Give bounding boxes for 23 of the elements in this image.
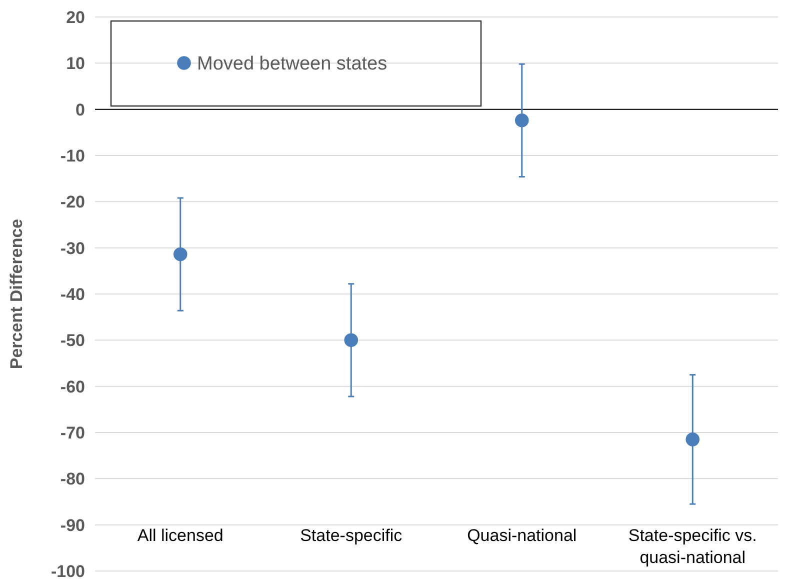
y-tick-label: -70	[60, 423, 85, 442]
y-tick-label: -80	[60, 470, 85, 489]
y-tick-label: -100	[50, 562, 85, 579]
y-tick-label: 10	[66, 54, 85, 74]
point	[344, 333, 358, 348]
y-axis-title: Percent Difference	[7, 218, 26, 370]
point	[686, 432, 700, 446]
legend-label: Moved between states	[197, 54, 388, 75]
y-tick-label: 20	[66, 8, 85, 27]
y-tick-label: -50	[60, 331, 85, 350]
x-tick-label: All licensed	[137, 526, 224, 545]
y-tick-label: -20	[60, 192, 85, 212]
x-tick-label: State-specific vs. quasi-national	[628, 526, 757, 567]
y-tick-label: -90	[60, 516, 85, 535]
point	[514, 114, 529, 128]
y-tick-label: 0	[76, 100, 85, 120]
y-tick-label: -10	[60, 146, 85, 166]
y-tick-label: -60	[60, 377, 85, 396]
point	[173, 247, 188, 262]
x-tick-label: Quasi-national	[467, 526, 577, 545]
y-tick-label: -40	[60, 284, 85, 304]
x-tick-label: State-specific	[300, 526, 403, 545]
y-tick-label: -30	[60, 238, 85, 258]
